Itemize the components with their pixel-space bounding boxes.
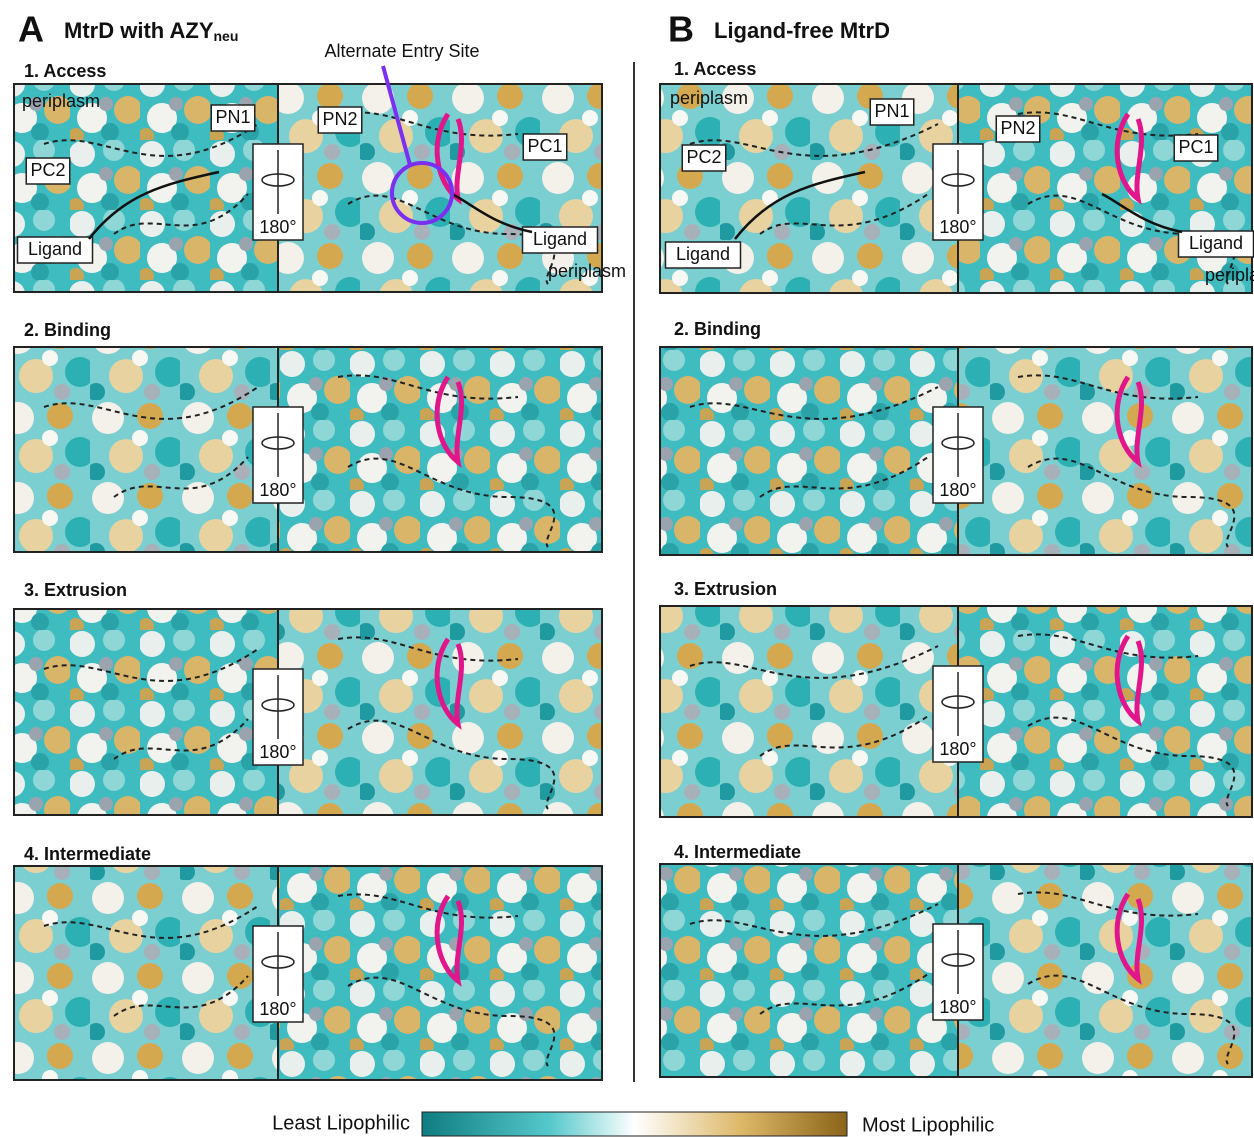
colorbar-left: Least Lipophilic bbox=[272, 1112, 410, 1134]
state-title: 2. Binding bbox=[24, 320, 111, 340]
rotation-label: 180° bbox=[259, 742, 296, 762]
panel-title: Ligand-free MtrD bbox=[714, 18, 890, 43]
annotation: Alternate Entry Site bbox=[324, 41, 479, 61]
title-main: Ligand-free MtrD bbox=[714, 18, 890, 43]
region-label: Ligand bbox=[676, 244, 730, 264]
rotation-label: 180° bbox=[259, 480, 296, 500]
rotation-label: 180° bbox=[939, 480, 976, 500]
state-title: 3. Extrusion bbox=[24, 580, 127, 600]
panel-letter: A bbox=[18, 9, 44, 50]
region-label: periplasm bbox=[670, 88, 748, 108]
state-title: 1. Access bbox=[674, 59, 756, 79]
region-label: PN2 bbox=[322, 109, 357, 129]
title-main: MtrD with AZY bbox=[64, 18, 214, 43]
state-title: 3. Extrusion bbox=[674, 579, 777, 599]
panel-title: MtrD with AZYneu bbox=[64, 18, 238, 44]
surface-right bbox=[278, 866, 602, 1080]
region-label: PN2 bbox=[1000, 118, 1035, 138]
colorbar-right: Most Lipophilic bbox=[862, 1114, 994, 1136]
surface-left bbox=[14, 347, 278, 552]
state-title: 2. Binding bbox=[674, 319, 761, 339]
surface-right bbox=[958, 347, 1252, 555]
state-title: 4. Intermediate bbox=[674, 842, 801, 862]
region-label: PC1 bbox=[1178, 137, 1213, 157]
rotation-label: 180° bbox=[939, 997, 976, 1017]
title-sub: neu bbox=[214, 28, 239, 44]
surface-left bbox=[660, 347, 958, 555]
region-label: PC1 bbox=[527, 136, 562, 156]
region-label: PC2 bbox=[686, 147, 721, 167]
surface-right bbox=[958, 864, 1252, 1077]
region-label: PN1 bbox=[874, 101, 909, 121]
region-label: periplasm bbox=[22, 91, 100, 111]
region-label: periplasm bbox=[548, 261, 626, 281]
rotation-label: 180° bbox=[259, 999, 296, 1019]
rotation-label: 180° bbox=[939, 739, 976, 759]
figure: Least Lipophilic Most Lipophilic A MtrD w… bbox=[0, 0, 1254, 1137]
panel-letter: B bbox=[668, 9, 694, 50]
region-label: Ligand bbox=[533, 229, 587, 249]
rotation-label: 180° bbox=[939, 217, 976, 237]
region-label: PC2 bbox=[30, 160, 65, 180]
surface-left bbox=[660, 606, 958, 817]
surface-left bbox=[14, 866, 278, 1080]
surface-left bbox=[660, 864, 958, 1077]
colorbar bbox=[422, 1112, 847, 1136]
region-label: PN1 bbox=[215, 107, 250, 127]
surface-left bbox=[14, 609, 278, 815]
surface-right bbox=[958, 606, 1252, 817]
state-title: 1. Access bbox=[24, 61, 106, 81]
rotation-label: 180° bbox=[259, 217, 296, 237]
region-label: Ligand bbox=[1189, 233, 1243, 253]
region-label: Ligand bbox=[28, 239, 82, 259]
state-title: 4. Intermediate bbox=[24, 844, 151, 864]
region-label: periplasm bbox=[1205, 265, 1254, 285]
